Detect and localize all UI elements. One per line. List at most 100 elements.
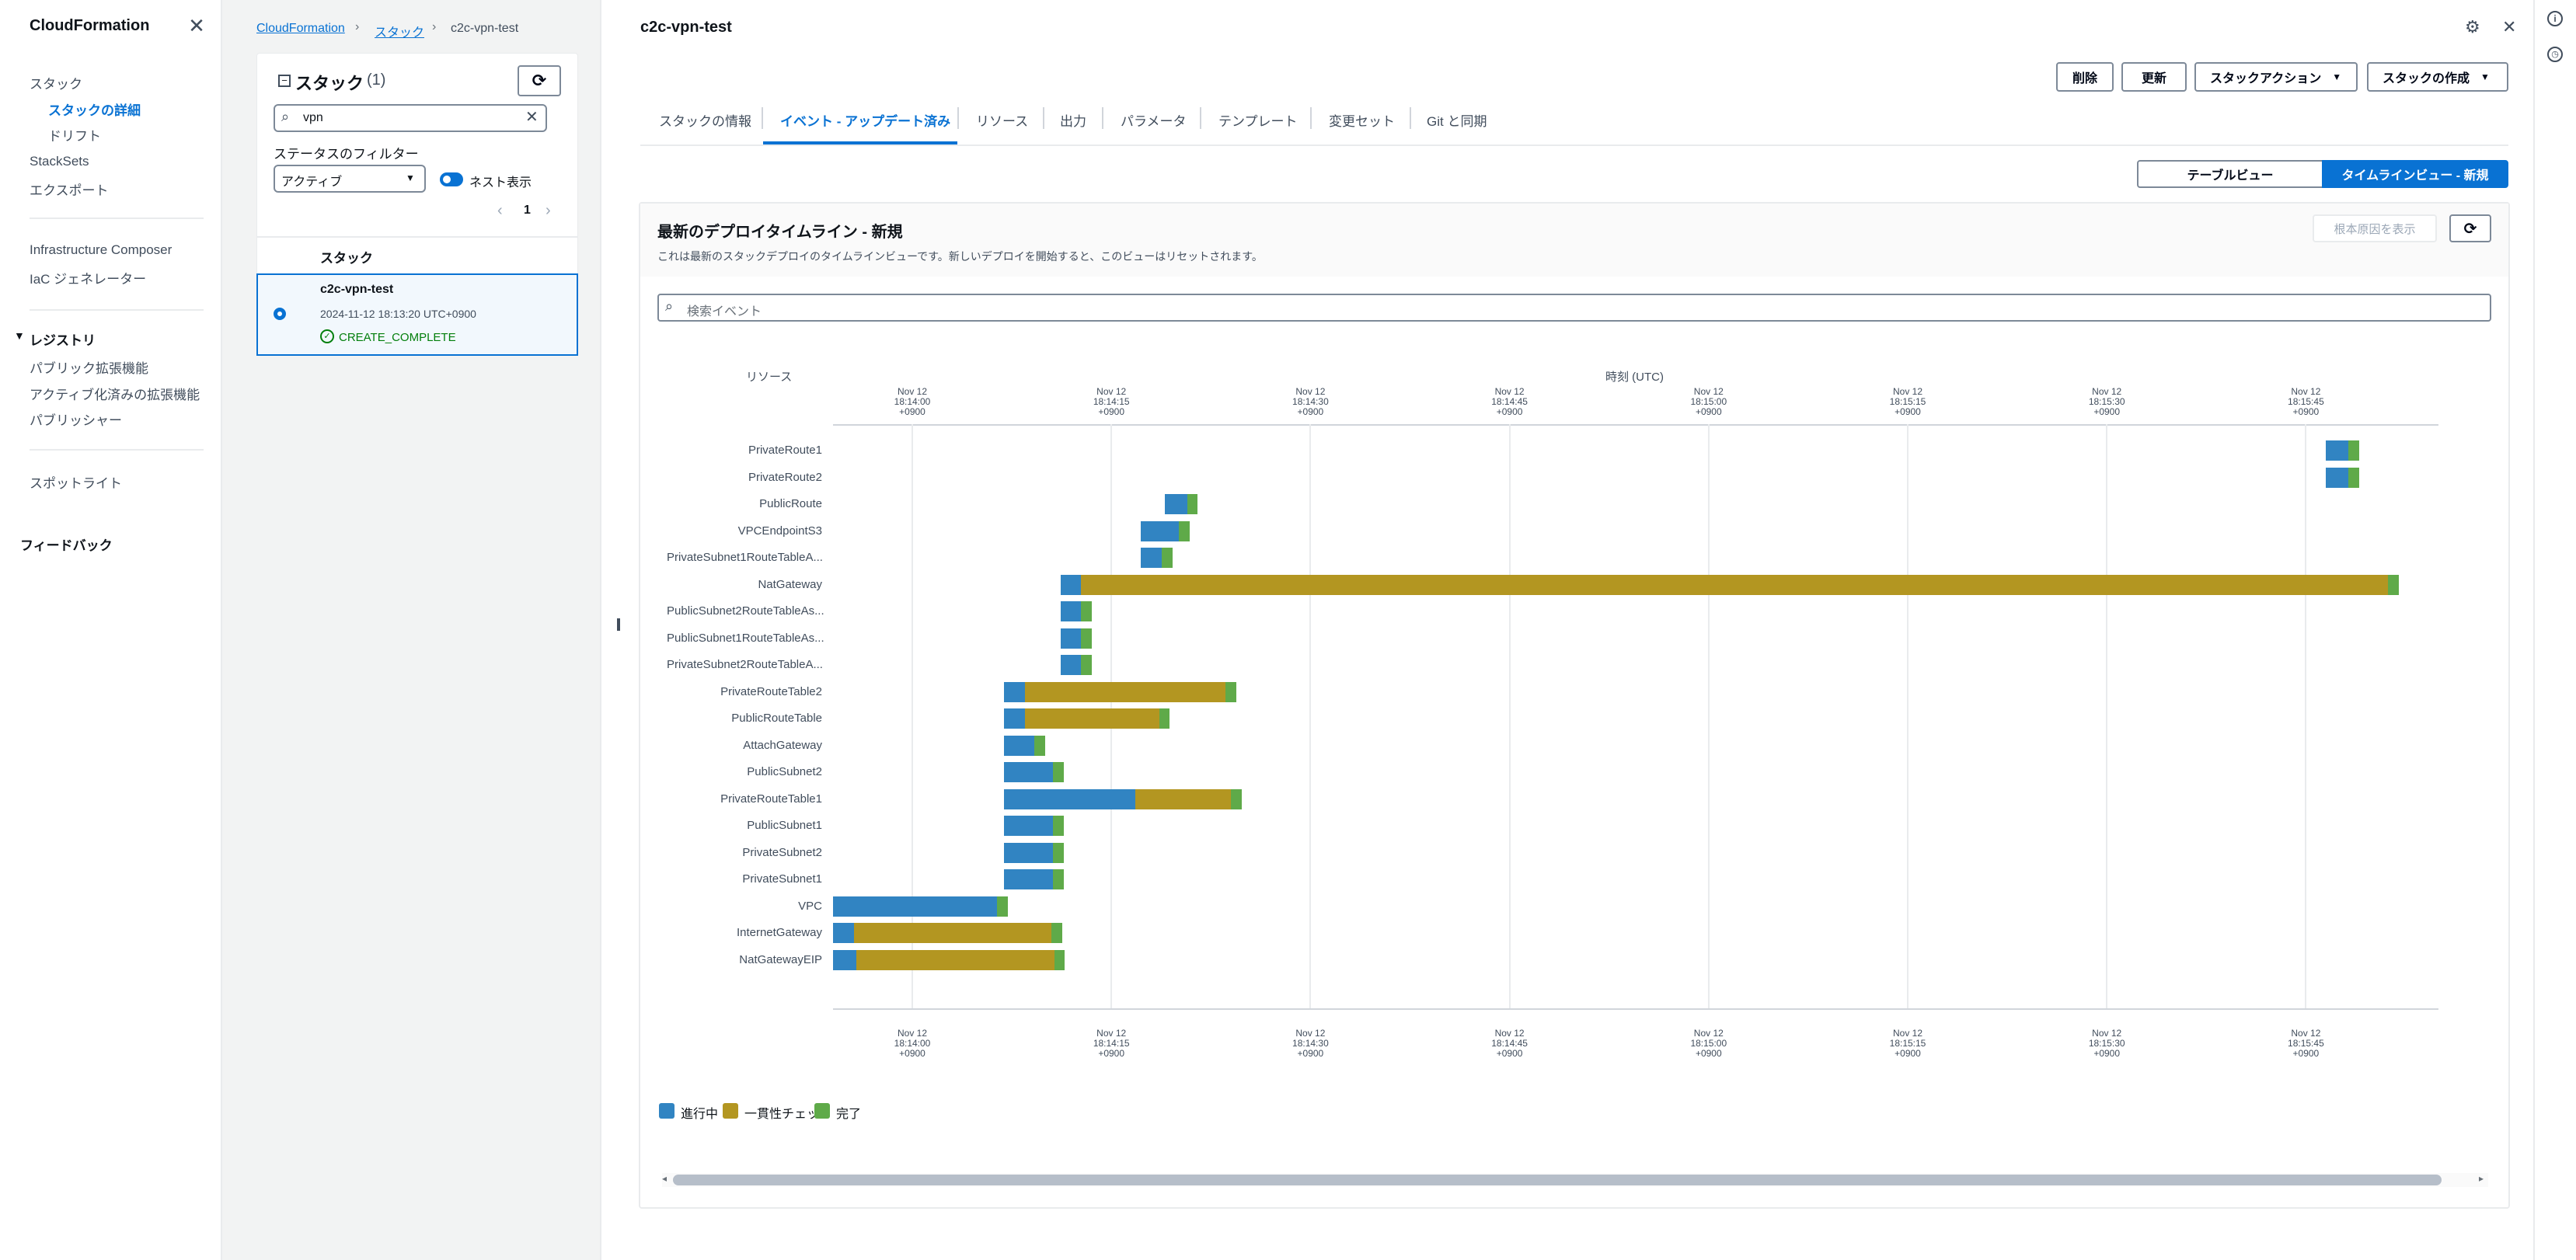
tab-change-sets[interactable]: 変更セット [1329, 114, 1395, 129]
legend-label-consistency-check: 一貫性チェック [744, 1108, 814, 1121]
nav-feedback[interactable]: フィードバック [20, 538, 113, 553]
event-search-input[interactable] [657, 294, 2491, 322]
breadcrumb-stacks[interactable]: スタック [375, 26, 425, 40]
tab-separator [1102, 107, 1103, 129]
timeline-view-button[interactable]: タイムラインビュー - 新規 [2322, 160, 2508, 188]
close-panel-icon[interactable]: ✕ [2502, 17, 2517, 37]
stack-list-heading: スタック [295, 74, 364, 93]
table-row[interactable] [256, 273, 578, 356]
nav-section-registry[interactable]: レジストリ [30, 333, 96, 348]
resource-column-label: リソース [746, 371, 793, 384]
stack-timestamp: 2024-11-12 18:13:20 UTC+0900 [320, 308, 476, 320]
tab-git-sync[interactable]: Git と同期 [1427, 114, 1487, 129]
nav-item-exports[interactable]: エクスポート [30, 183, 109, 198]
nav-item-iac-generator[interactable]: IaC ジェネレーター [30, 272, 147, 287]
toggle-knob [443, 176, 451, 183]
stack-actions-button[interactable]: スタックアクション ▼ [2194, 62, 2358, 92]
tab-events[interactable]: イベント - アップデート済み [780, 114, 951, 129]
tab-separator [1043, 107, 1044, 129]
stack-name[interactable]: c2c-vpn-test [320, 283, 394, 296]
info-icon[interactable]: i [2547, 11, 2563, 26]
nav-item-activated-extensions[interactable]: アクティブ化済みの拡張機能 [30, 388, 200, 402]
collapse-icon[interactable]: − [278, 75, 291, 87]
legend-label-complete: 完了 [836, 1108, 862, 1121]
legend-label-in-progress: 進行中 [681, 1108, 719, 1121]
nested-view-label: ネスト表示 [469, 176, 532, 190]
right-rail-divider [2533, 0, 2535, 1260]
update-button[interactable]: 更新 [2121, 62, 2187, 92]
close-nav-icon[interactable]: ✕ [188, 14, 205, 37]
refresh-icon: ⟳ [532, 71, 547, 90]
breadcrumb-separator-icon: › [355, 20, 360, 33]
create-stack-label: スタックの作成 [2383, 72, 2470, 85]
legend-swatch-consistency-check [723, 1103, 738, 1119]
nav-title[interactable]: CloudFormation [30, 17, 150, 34]
resize-handle-icon[interactable] [617, 618, 620, 631]
stack-actions-label: スタックアクション [2210, 72, 2322, 85]
delete-button[interactable]: 削除 [2056, 62, 2114, 92]
nested-view-toggle[interactable] [440, 172, 463, 186]
legend-swatch-complete [814, 1103, 830, 1119]
legend-swatch-in-progress [659, 1103, 675, 1119]
scroll-right-icon[interactable]: ▸ [2479, 1173, 2484, 1184]
nav-item-stack-details[interactable]: スタックの詳細 [48, 103, 141, 118]
tab-parameters[interactable]: パラメータ [1121, 114, 1187, 129]
timeline-refresh-button[interactable]: ⟳ [2449, 214, 2491, 242]
next-page-icon[interactable]: › [546, 202, 551, 219]
caret-down-icon: ▼ [406, 172, 415, 183]
stack-count: (1) [367, 71, 386, 89]
tab-separator [1200, 107, 1201, 129]
timeline-header [640, 204, 2508, 277]
page-title: c2c-vpn-test [640, 19, 732, 36]
caret-down-icon: ▼ [2480, 71, 2490, 82]
settings-gear-icon[interactable]: ⚙ [2465, 17, 2480, 37]
nav-item-infrastructure-composer[interactable]: Infrastructure Composer [30, 242, 173, 257]
breadcrumb-current: c2c-vpn-test [451, 22, 519, 35]
stack-status: CREATE_COMPLETE [339, 331, 456, 344]
nav-item-stacks[interactable]: スタック [30, 77, 82, 92]
refresh-button[interactable]: ⟳ [518, 65, 561, 96]
nav-item-stacksets[interactable]: StackSets [30, 154, 89, 169]
tab-separator [1310, 107, 1312, 129]
row-radio-button[interactable] [274, 308, 286, 320]
column-header-stack: スタック [320, 251, 373, 266]
caret-down-icon[interactable]: ▼ [14, 329, 25, 342]
tab-separator [762, 107, 763, 129]
breadcrumb-separator-icon: › [432, 20, 437, 33]
previous-page-icon[interactable]: ‹ [497, 202, 503, 219]
nav-divider [30, 218, 204, 219]
scroll-left-icon[interactable]: ◂ [662, 1173, 668, 1184]
scrollbar-thumb[interactable] [673, 1175, 2442, 1185]
help-icon[interactable]: ◷ [2547, 47, 2563, 62]
stack-search-value: vpn [303, 111, 323, 124]
root-cause-button[interactable]: 根本原因を表示 [2313, 214, 2437, 242]
tab-separator [1410, 107, 1411, 129]
caret-down-icon: ▼ [2332, 71, 2342, 82]
table-divider [256, 236, 578, 238]
tab-separator [957, 107, 959, 129]
nav-item-drift[interactable]: ドリフト [48, 129, 101, 144]
tab-resources[interactable]: リソース [976, 114, 1029, 129]
clear-search-icon[interactable]: ✕ [525, 109, 539, 126]
status-filter-value: アクティブ [281, 176, 343, 189]
nav-item-spotlight[interactable]: スポットライト [30, 476, 122, 491]
tab-template[interactable]: テンプレート [1218, 114, 1298, 129]
table-view-button[interactable]: テーブルビュー [2137, 160, 2323, 188]
stack-search-input[interactable] [274, 104, 547, 132]
tabs-divider [640, 144, 2508, 146]
breadcrumb-cloudformation[interactable]: CloudFormation [256, 22, 345, 35]
nav-item-public-extensions[interactable]: パブリック拡張機能 [30, 361, 148, 376]
page-number[interactable]: 1 [524, 204, 531, 217]
nav-item-publisher[interactable]: パブリッシャー [30, 413, 122, 428]
status-filter-select[interactable] [274, 165, 426, 193]
timeline-container [639, 202, 2510, 1209]
active-tab-indicator [763, 141, 957, 144]
create-stack-button[interactable]: スタックの作成 ▼ [2367, 62, 2508, 92]
tab-stack-info[interactable]: スタックの情報 [659, 114, 751, 129]
tab-outputs[interactable]: 出力 [1060, 114, 1086, 129]
nav-divider [30, 309, 204, 311]
event-search-placeholder: 検索イベント [687, 305, 762, 318]
side-navigation [0, 0, 222, 1260]
nav-divider [30, 449, 204, 451]
search-icon: ⌕ [665, 298, 674, 314]
